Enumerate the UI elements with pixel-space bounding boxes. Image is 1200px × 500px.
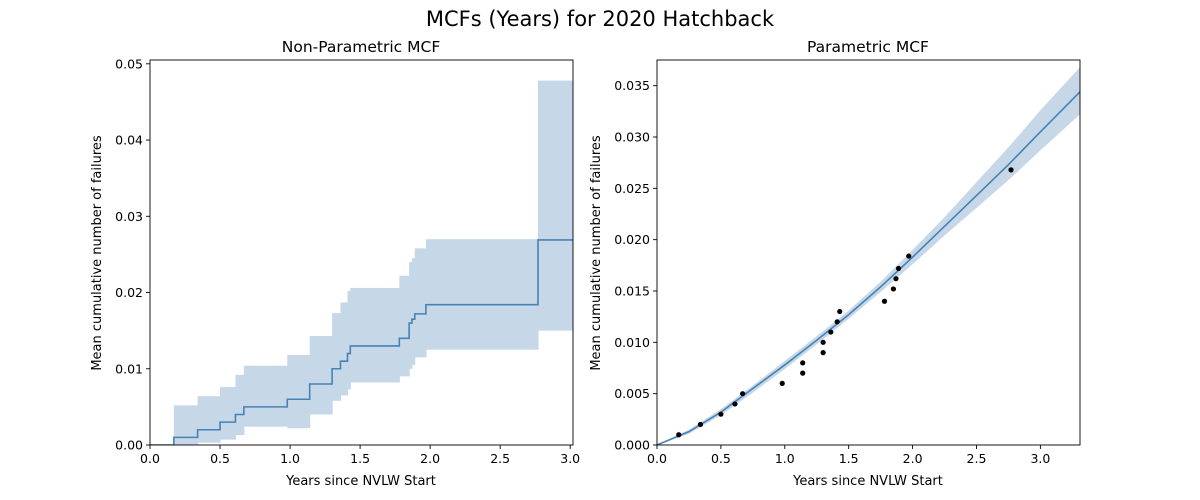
data-point [718, 411, 724, 417]
confidence-band-segment [332, 313, 342, 401]
y-tick-label: 0.00 [115, 438, 143, 453]
x-tick-label: 0.5 [711, 451, 731, 466]
data-point [820, 350, 826, 356]
plot-area: 0.0 0.5 1.0 1.5 2.0 2.5 3.0 0.000 0.005 0.010 0.01… [614, 59, 1081, 466]
plot-area: 0.0 0.5 1.0 1.5 2.0 2.5 3.0 0.00 0.01 0.02 0.03 0.0… [115, 56, 580, 466]
confidence-band-segment [425, 239, 539, 350]
x-tick-label: 3.0 [560, 451, 580, 466]
mcf-step-line [150, 239, 573, 445]
y-tick-label: 0.01 [115, 361, 143, 376]
y-tick-label: 0.04 [115, 133, 143, 148]
x-tick-label: 2.5 [967, 451, 987, 466]
confidence-band-segment [347, 291, 351, 390]
y-tick-label: 0.030 [614, 130, 650, 145]
confidence-band-segment [309, 335, 333, 415]
data-point [893, 276, 899, 282]
plot-clip [150, 80, 573, 445]
mcf-fitted-curve [657, 91, 1080, 445]
confidence-band-segment [399, 275, 410, 377]
x-tick-label: 2.0 [420, 451, 440, 466]
confidence-band-segment [173, 405, 199, 445]
y-tick-label: 0.025 [614, 181, 650, 196]
confidence-band-segment [220, 387, 237, 440]
x-axis-label: Years since NVLW Start [285, 474, 436, 489]
confidence-band-segment [409, 262, 413, 369]
non-parametric-mcf-chart: Non-Parametric MCF Years since NVLW Star… [90, 38, 580, 489]
confidence-band-segment [411, 258, 416, 365]
x-tick-label: 1.0 [775, 451, 795, 466]
x-tick-label: 0.0 [647, 451, 667, 466]
y-tick-label: 0.000 [614, 438, 650, 453]
y-tick-label: 0.03 [115, 209, 143, 224]
data-point [779, 380, 785, 386]
data-point [895, 265, 902, 272]
data-point [881, 298, 888, 304]
data-point [906, 253, 912, 259]
y-tick-label: 0.020 [614, 232, 650, 247]
y-axis-label: Mean cumulative number of failures [90, 135, 105, 371]
data-point [820, 339, 826, 345]
axes-frame [149, 59, 574, 446]
confidence-band-segment [414, 248, 427, 358]
y-tick-label: 0.035 [614, 78, 650, 93]
figure-title: MCFs (Years) for 2020 Hatchback [426, 7, 775, 31]
x-tick-label: 2.5 [490, 451, 510, 466]
confidence-band-segment [340, 302, 349, 396]
confidence-band [657, 67, 1080, 445]
x-tick-label: 0.0 [140, 451, 160, 466]
data-point [800, 370, 806, 376]
data-point [834, 319, 840, 325]
data-point [800, 360, 806, 366]
confidence-band-segment [197, 396, 221, 443]
confidence-band-segment [350, 287, 400, 383]
y-tick-label: 0.02 [115, 285, 143, 300]
axes-frame [656, 59, 1081, 446]
data-point [828, 329, 834, 335]
x-tick-label: 1.0 [280, 451, 300, 466]
y-tick-label: 0.05 [115, 56, 143, 71]
confidence-band-segment [235, 374, 245, 436]
x-axis-label: Years since NVLW Start [792, 474, 943, 489]
x-tick-label: 3.0 [1030, 451, 1050, 466]
parametric-mcf-chart: Parametric MCF Years since NVLW Start Me… [589, 38, 1081, 489]
data-point [732, 401, 738, 407]
y-tick-label: 0.005 [614, 386, 650, 401]
x-tick-label: 1.5 [839, 451, 859, 466]
data-point [1008, 167, 1014, 173]
y-axis-label: Mean cumulative number of failures [589, 135, 604, 371]
data-point [676, 432, 682, 438]
x-tick-label: 0.5 [210, 451, 230, 466]
data-point [740, 391, 746, 397]
plot-clip [657, 67, 1080, 445]
data-point [837, 308, 843, 315]
data-point [697, 421, 704, 428]
confidence-band-segment [243, 365, 288, 427]
y-tick-label: 0.010 [614, 335, 650, 350]
x-tick-label: 1.5 [350, 451, 370, 466]
chart-title: Parametric MCF [807, 38, 929, 56]
data-point [890, 286, 897, 292]
confidence-band-segment [287, 355, 311, 429]
chart-title: Non-Parametric MCF [282, 38, 441, 56]
confidence-band-segment [537, 80, 573, 331]
x-tick-label: 2.0 [903, 451, 923, 466]
y-tick-label: 0.015 [614, 284, 650, 299]
